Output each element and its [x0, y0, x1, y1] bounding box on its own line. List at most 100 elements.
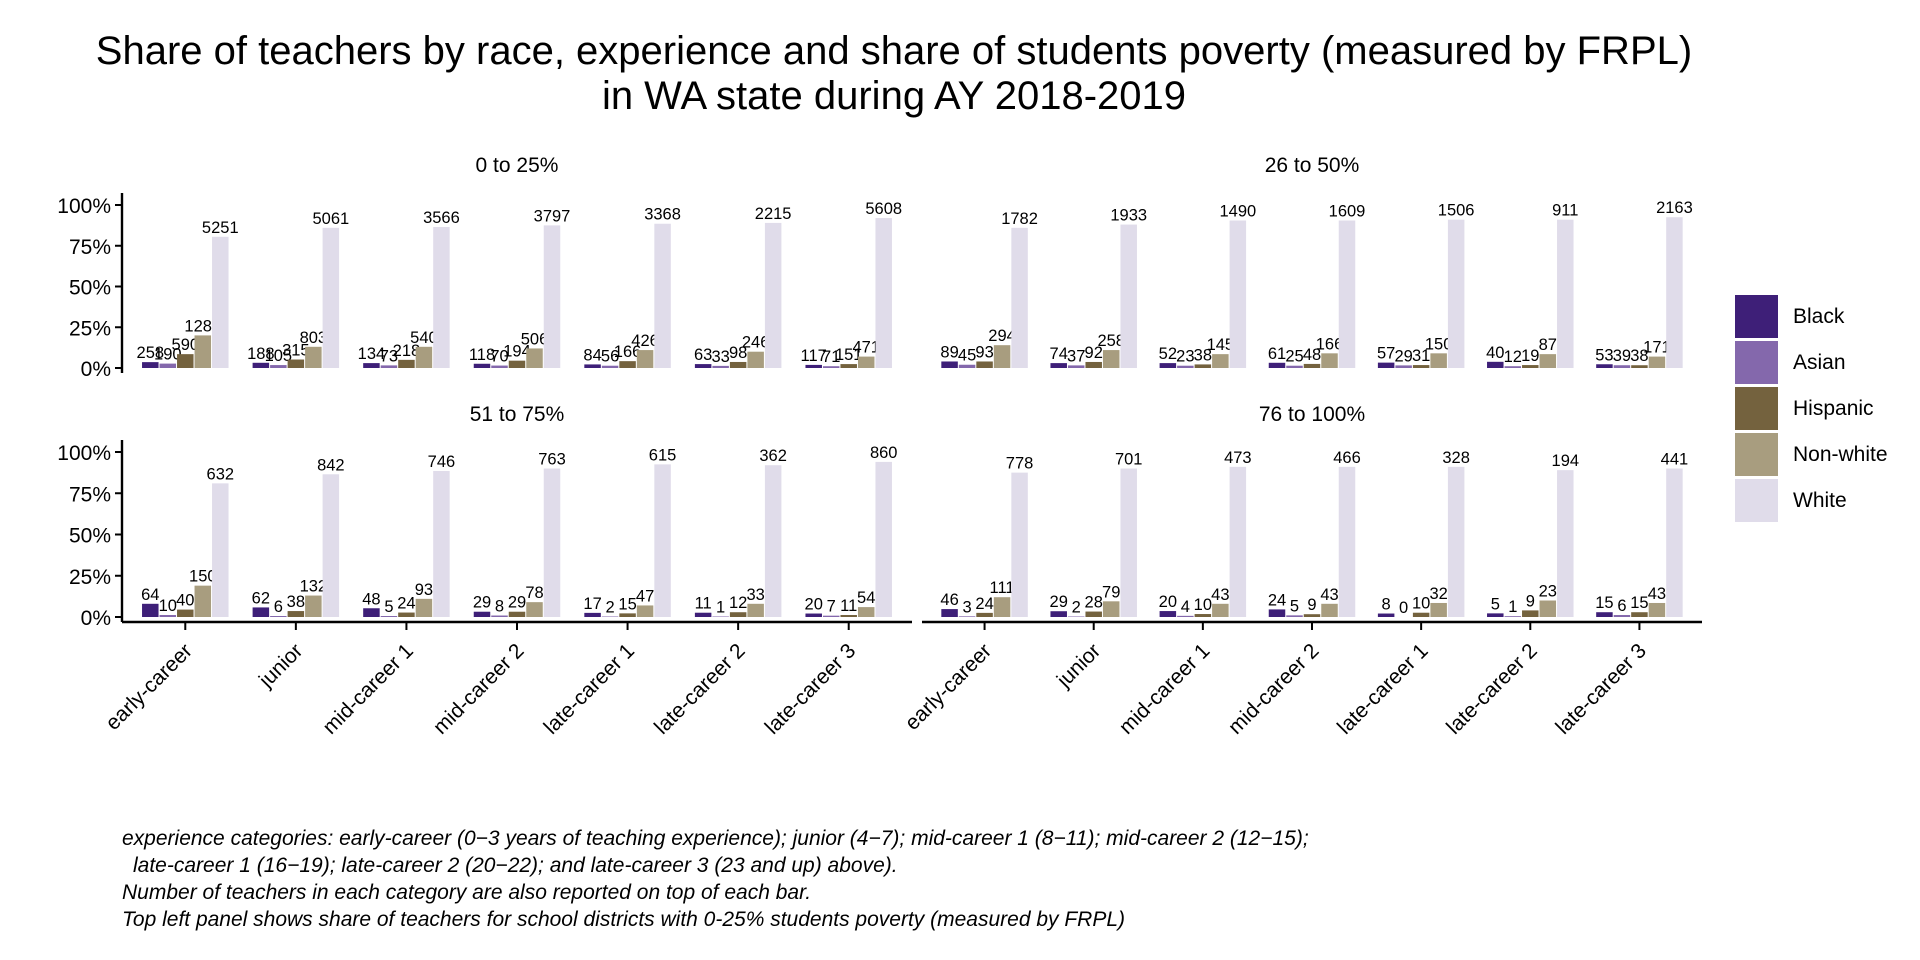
panel-51-to-75-data-label-late-career-1-asian: 2 — [605, 599, 614, 617]
panel-26-to-50-bar-junior-asian — [1067, 365, 1085, 368]
caption-line-3: Number of teachers in each category are … — [122, 881, 812, 904]
panel-51-to-75-bar-early-career-asian — [159, 615, 177, 617]
panel-26-to-50-bar-mid-career-1-asian — [1177, 365, 1194, 368]
legend-item-asian: Asian — [1735, 341, 1915, 387]
panel-26-to-50-bar-late-career-3-non-white — [1648, 356, 1666, 368]
panel-26-to-50-bar-junior-non-white — [1102, 350, 1120, 368]
panel-76-to-100-data-label-late-career-2-non-white: 23 — [1539, 583, 1557, 601]
panel-26-to-50-data-label-junior-hispanic: 92 — [1085, 344, 1103, 362]
panel-76-to-100-data-label-late-career-3-hispanic: 15 — [1630, 594, 1648, 612]
panel-26-to-50-data-label-early-career-white: 1782 — [1001, 210, 1038, 228]
panel-51-to-75-bar-late-career-2-black — [694, 612, 712, 617]
panel-0-to-25-data-label-mid-career-1-white: 3566 — [423, 209, 460, 227]
panel-76-to-100-bar-mid-career-1-black — [1159, 611, 1177, 617]
panel-51-to-75-data-label-late-career-2-non-white: 33 — [746, 586, 764, 604]
panel-0-to-25-bar-late-career-1-black — [584, 364, 601, 368]
panel-0-to-25-bar-mid-career-2-black — [473, 363, 491, 368]
panel-0-to-25-y-tick-label-0: 0% — [81, 358, 111, 381]
panel-51-to-75-data-label-mid-career-2-asian: 8 — [495, 598, 504, 616]
panel-76-to-100-data-label-late-career-2-white: 194 — [1552, 452, 1580, 470]
panel-26-to-50-bar-late-career-2-hispanic — [1522, 365, 1539, 368]
panel-26-to-50-bar-late-career-2-non-white — [1539, 354, 1557, 368]
panel-76-to-100-data-label-early-career-asian: 3 — [962, 598, 971, 616]
panel-51-to-75-data-label-mid-career-2-hispanic: 29 — [508, 594, 526, 612]
panel-51-to-75-bar-junior-black — [252, 607, 270, 617]
panel-26-to-50-bar-mid-career-2-non-white — [1321, 353, 1338, 368]
panel-76-to-100-data-label-late-career-1-black: 8 — [1382, 596, 1391, 614]
panel-26-to-50-bar-late-career-1-white — [1447, 219, 1465, 368]
panel-26-to-50-data-label-early-career-hispanic: 93 — [975, 343, 993, 361]
panel-0-to-25-data-label-early-career-white: 5251 — [202, 219, 239, 237]
panel-76-to-100-bar-mid-career-2-hispanic — [1303, 614, 1321, 617]
panel-51-to-75-x-tick-label-junior: junior — [254, 639, 307, 692]
panel-51-to-75-data-label-late-career-2-asian: 1 — [716, 599, 725, 617]
panel-76-to-100-data-label-late-career-2-black: 5 — [1491, 595, 1500, 613]
panel-0-to-25-bar-late-career-3-black — [805, 364, 822, 368]
panel-76-to-100-bar-late-career-3-asian — [1613, 615, 1631, 617]
legend-label-non-white: Non-white — [1793, 443, 1888, 466]
panel-76-to-100-x-tick-label-late-career-3: late-career 3 — [1551, 639, 1651, 739]
panel-26-to-50-bar-early-career-asian — [958, 364, 976, 368]
panel-26-to-50-data-label-junior-black: 74 — [1050, 345, 1068, 363]
panel-51-to-75-bar-mid-career-1-asian — [380, 616, 398, 617]
panel-51-to-75-data-label-mid-career-2-white: 763 — [538, 451, 566, 469]
panel-76-to-100-bar-early-career-hispanic — [976, 612, 993, 617]
panel-51-to-75-x-tick-label-late-career-2: late-career 2 — [650, 639, 750, 739]
panel-26-to-50-data-label-late-career-3-asian: 39 — [1613, 347, 1631, 365]
panel-76-to-100-data-label-mid-career-2-white: 466 — [1333, 449, 1361, 467]
panel-0-to-25-data-label-early-career-non-white: 1286 — [184, 317, 221, 335]
panel-51-to-75-data-label-early-career-asian: 10 — [159, 597, 177, 615]
panel-0-to-25-data-label-late-career-2-white: 2215 — [755, 205, 792, 223]
panel-76-to-100-bar-early-career-asian — [958, 616, 976, 617]
panel-0-to-25-bar-late-career-1-non-white — [636, 350, 654, 368]
panel-51-to-75-bar-late-career-2-non-white — [747, 603, 764, 617]
panel-26-to-50-data-label-late-career-1-hispanic: 31 — [1412, 347, 1430, 365]
panel-76-to-100-data-label-late-career-1-hispanic: 10 — [1412, 595, 1430, 613]
panel-76-to-100-x-tick-label-junior: junior — [1052, 639, 1105, 692]
panel-51-to-75-bar-junior-non-white — [305, 595, 322, 617]
panel-51-to-75-data-label-early-career-hispanic: 40 — [176, 592, 194, 610]
panel-26-to-50-data-label-junior-non-white: 258 — [1097, 332, 1125, 350]
panel-51-to-75-bar-late-career-3-asian — [822, 615, 840, 617]
panel-26-to-50-data-label-late-career-3-hispanic: 38 — [1630, 347, 1648, 365]
panel-76-to-100-bar-late-career-2-hispanic — [1522, 610, 1539, 617]
panel-76-to-100-data-label-junior-asian: 2 — [1072, 599, 1081, 617]
panel-51-to-75-data-label-early-career-white: 632 — [207, 465, 235, 483]
panel-0-to-25-data-label-mid-career-2-non-white: 506 — [521, 330, 549, 348]
panel-76-to-100-data-label-junior-non-white: 79 — [1102, 583, 1120, 601]
panel-0-to-25-data-label-junior-black: 188 — [247, 345, 275, 363]
panel-51-to-75-x-tick-label-mid-career-1: mid-career 1 — [318, 639, 418, 739]
panel-76-to-100-x-tick-label-late-career-2: late-career 2 — [1442, 639, 1542, 739]
legend-swatch-asian — [1735, 341, 1778, 384]
panel-51-to-75-bar-mid-career-2-non-white — [526, 602, 543, 617]
legend-swatch-black — [1735, 295, 1778, 338]
panel-26-to-50-bar-late-career-2-black — [1487, 361, 1504, 368]
panel-0-to-25-bar-junior-hispanic — [287, 359, 305, 368]
panel-51-to-75-data-label-mid-career-1-hispanic: 24 — [397, 595, 415, 613]
panel-76-to-100-data-label-junior-white: 701 — [1115, 451, 1143, 469]
panel-0-to-25-y-tick-label-3: 75% — [69, 236, 111, 259]
panel-51-to-75-data-label-junior-asian: 6 — [274, 598, 283, 616]
panel-51-to-75-y-tick-label-0: 0% — [81, 607, 111, 630]
panel-51-to-75-bar-mid-career-1-non-white — [415, 598, 433, 617]
panel-0-to-25-data-label-late-career-3-asian: 71 — [822, 348, 840, 366]
panel-26-to-50-data-label-mid-career-2-hispanic: 48 — [1303, 346, 1321, 364]
panel-26-to-50-data-label-mid-career-2-white: 1609 — [1329, 202, 1366, 220]
panel-0-to-25-data-label-late-career-3-hispanic: 151 — [835, 346, 863, 364]
panel-26-to-50-data-label-late-career-1-white: 1506 — [1438, 202, 1475, 220]
panel-76-to-100-bar-junior-hispanic — [1085, 611, 1102, 617]
panel-26-to-50-bar-junior-white — [1120, 224, 1137, 368]
panel-51-to-75-bar-early-career-black — [142, 603, 159, 617]
panel-26-to-50-bar-early-career-white — [1011, 227, 1028, 368]
panel-26-to-50-data-label-late-career-2-asian: 12 — [1504, 348, 1522, 366]
panel-76-to-100-data-label-junior-hispanic: 28 — [1085, 594, 1103, 612]
panel-76-to-100-x-tick-label-late-career-1: late-career 1 — [1333, 639, 1433, 739]
panel-76-to-100-bar-mid-career-1-hispanic — [1194, 614, 1212, 617]
panel-51-to-75-data-label-late-career-1-non-white: 47 — [636, 587, 654, 605]
panel-76-to-100-bar-mid-career-1-non-white — [1212, 603, 1229, 617]
legend-label-asian: Asian — [1793, 351, 1846, 374]
panel-0-to-25-y-tick-label-1: 25% — [69, 317, 111, 340]
panel-0-to-25-data-label-late-career-2-asian: 33 — [711, 348, 729, 366]
panel-0-to-25-bar-early-career-black — [142, 362, 159, 368]
legend-item-white: White — [1735, 479, 1915, 525]
